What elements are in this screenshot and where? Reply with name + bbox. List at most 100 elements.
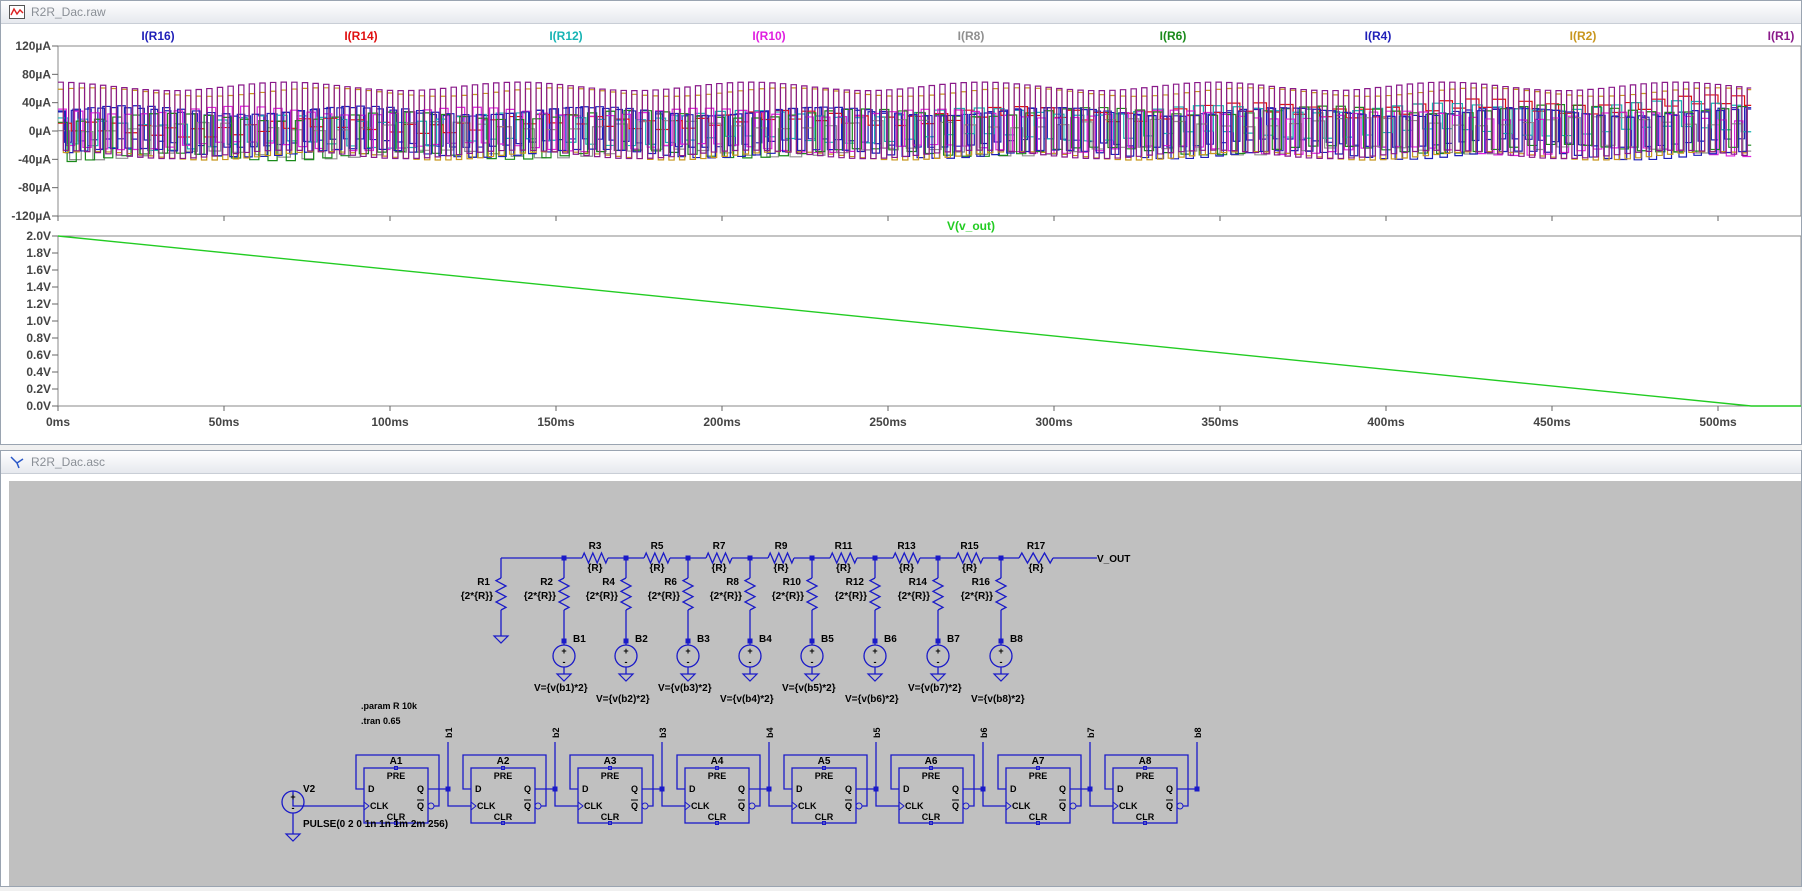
resistor-value: {2*{R}} bbox=[461, 591, 493, 602]
legend-item[interactable]: I(R2) bbox=[1570, 29, 1597, 43]
schematic-window[interactable]: R2R_Dac.asc R3 {R} R5 {R} R7 {R} R9 {R} R11 {R} R1… bbox=[0, 450, 1802, 887]
pin-label: CLR bbox=[922, 812, 941, 822]
flip-flop-name: A2 bbox=[497, 756, 510, 767]
polarity-mark: - bbox=[874, 657, 877, 667]
flip-flop-block[interactable] bbox=[791, 767, 857, 824]
pin-label: Q bbox=[1059, 784, 1066, 794]
vout-net-label: V_OUT bbox=[1097, 554, 1130, 565]
resistor-value: {2*{R}} bbox=[710, 591, 742, 602]
flip-flop-block[interactable] bbox=[470, 767, 536, 824]
resistor-icon[interactable] bbox=[1018, 551, 1054, 565]
source-value: V={v(b3)*2} bbox=[658, 683, 712, 694]
pin-label: CLR bbox=[494, 812, 513, 822]
y-tick-label: 0.6V bbox=[26, 348, 51, 362]
resistor-icon[interactable] bbox=[994, 577, 1008, 611]
pin-label: Q bbox=[417, 801, 424, 811]
y-tick-label: 1.8V bbox=[26, 246, 51, 260]
legend-item[interactable]: I(R8) bbox=[958, 29, 985, 43]
x-tick-label: 450ms bbox=[1533, 415, 1571, 429]
clock-pin-icon bbox=[1112, 801, 1119, 811]
x-tick-label: 150ms bbox=[537, 415, 575, 429]
resistor-icon[interactable] bbox=[868, 577, 882, 611]
inversion-bubble bbox=[962, 802, 970, 810]
polarity-mark: + bbox=[623, 646, 628, 656]
flip-flop-name: A6 bbox=[925, 756, 938, 767]
y-tick-label: 0.8V bbox=[26, 331, 51, 345]
resistor-icon[interactable] bbox=[705, 551, 733, 565]
pin-label: PRE bbox=[1136, 771, 1155, 781]
pin-terminal bbox=[929, 821, 933, 825]
waveform-window-titlebar[interactable]: R2R_Dac.raw bbox=[1, 1, 1801, 24]
clock-pin-icon bbox=[684, 801, 691, 811]
waveform-window-title: R2R_Dac.raw bbox=[31, 5, 106, 19]
ground-icon bbox=[492, 635, 510, 644]
polarity-mark: + bbox=[685, 646, 690, 656]
legend-item[interactable]: I(R14) bbox=[344, 29, 377, 43]
wire bbox=[997, 754, 1082, 807]
y-tick-label: 2.0V bbox=[26, 229, 51, 243]
legend-item[interactable]: I(R16) bbox=[141, 29, 174, 43]
polarity-mark: + bbox=[561, 646, 566, 656]
flip-flop-block[interactable] bbox=[898, 767, 964, 824]
resistor-icon[interactable] bbox=[643, 551, 671, 565]
schematic-window-titlebar[interactable]: R2R_Dac.asc bbox=[1, 451, 1801, 474]
flip-flop-block[interactable] bbox=[1005, 767, 1071, 824]
y-tick-label: -120µA bbox=[11, 209, 51, 223]
legend-item[interactable]: I(R6) bbox=[1160, 29, 1187, 43]
resistor-icon[interactable] bbox=[494, 577, 508, 611]
resistor-name: R13 bbox=[897, 541, 916, 552]
source-name: B3 bbox=[697, 634, 710, 645]
net-label: b2 bbox=[551, 727, 561, 738]
flip-flop-block[interactable] bbox=[363, 767, 429, 824]
wire bbox=[554, 789, 578, 807]
source-value: V={v(b5)*2} bbox=[782, 683, 836, 694]
legend-item[interactable]: I(R4) bbox=[1365, 29, 1392, 43]
legend-item[interactable]: I(R1) bbox=[1768, 29, 1795, 43]
flip-flop-block[interactable] bbox=[1112, 767, 1178, 824]
resistor-icon[interactable] bbox=[767, 551, 795, 565]
legend-item[interactable]: I(R12) bbox=[549, 29, 582, 43]
polarity-mark: - bbox=[1000, 657, 1003, 667]
resistor-icon[interactable] bbox=[743, 577, 757, 611]
resistor-icon[interactable] bbox=[805, 577, 819, 611]
resistor-icon[interactable] bbox=[619, 577, 633, 611]
resistor-icon[interactable] bbox=[931, 577, 945, 611]
flip-flop-name: A4 bbox=[711, 756, 724, 767]
resistor-icon[interactable] bbox=[557, 577, 571, 611]
source-name: B8 bbox=[1010, 634, 1023, 645]
source-value: V={v(b8)*2} bbox=[971, 694, 1025, 705]
resistor-value: {2*{R}} bbox=[524, 591, 556, 602]
legend-item[interactable]: I(R10) bbox=[752, 29, 785, 43]
waveform-plot-area[interactable]: I(R16) I(R14) I(R12) I(R10) I(R8) I(R6) I(R4) I… bbox=[1, 24, 1802, 445]
source-value: V={v(b4)*2} bbox=[720, 694, 774, 705]
resistor-icon[interactable] bbox=[581, 551, 609, 565]
resistor-icon[interactable] bbox=[829, 551, 858, 565]
resistor-name: R15 bbox=[960, 541, 979, 552]
flip-flop-block[interactable] bbox=[684, 767, 750, 824]
schematic-canvas[interactable]: R3 {R} R5 {R} R7 {R} R9 {R} R11 {R} R13 {R} R15 {R} R1… bbox=[9, 481, 1801, 886]
net-label: b4 bbox=[765, 727, 775, 738]
resistor-icon[interactable] bbox=[892, 551, 921, 565]
x-tick-label: 500ms bbox=[1699, 415, 1737, 429]
resistor-name: R1 bbox=[477, 577, 490, 588]
vout-trace-label[interactable]: V(v_out) bbox=[947, 219, 995, 233]
spice-directive: .tran 0.65 bbox=[361, 716, 401, 726]
pin-label: D bbox=[903, 784, 910, 794]
inversion-bubble bbox=[1176, 802, 1184, 810]
y-tick-label: -40µA bbox=[18, 152, 51, 166]
polarity-mark: - bbox=[937, 657, 940, 667]
resistor-value: {R} bbox=[587, 563, 602, 574]
inversion-bubble bbox=[427, 802, 435, 810]
waveform-window[interactable]: R2R_Dac.raw I(R16) I(R14) I(R12) I(R10) I(R8… bbox=[0, 0, 1802, 445]
pin-label: Q bbox=[1166, 784, 1173, 794]
net-label: b5 bbox=[872, 727, 882, 738]
resistor-icon[interactable] bbox=[955, 551, 984, 565]
resistor-icon[interactable] bbox=[681, 577, 695, 611]
flip-flop-block[interactable] bbox=[577, 767, 643, 824]
pin-terminal bbox=[608, 821, 612, 825]
net-label: b8 bbox=[1193, 727, 1203, 738]
pin-terminal bbox=[394, 821, 398, 825]
clock-pin-icon bbox=[577, 801, 584, 811]
source-value: V={v(b2)*2} bbox=[596, 694, 650, 705]
pin-label: CLR bbox=[815, 812, 834, 822]
